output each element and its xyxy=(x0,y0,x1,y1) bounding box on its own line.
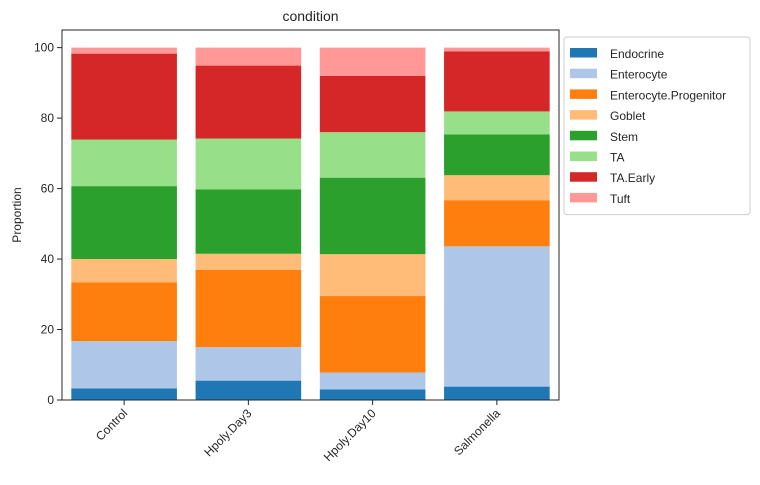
bar-segment-goblet-salmonella xyxy=(444,175,550,201)
bar-segment-enterocyte-progenitor-hpoly-day3 xyxy=(195,269,302,348)
bar-segment-ta-early-hpoly-day10 xyxy=(319,75,426,133)
y-tick-label: 60 xyxy=(41,182,55,196)
x-axis: Control Hpoly.Day3 Hpoly.Day10 Salmonella xyxy=(93,400,503,464)
bar-segment-enterocyte-hpoly-day10 xyxy=(319,372,426,390)
bar-segment-goblet-control xyxy=(71,259,177,283)
bar-segment-enterocyte-salmonella xyxy=(444,246,550,387)
y-axis-title: Proportion xyxy=(10,187,24,242)
y-axis: 0 20 40 60 80 100 xyxy=(34,41,62,407)
y-tick-label: 40 xyxy=(41,252,55,266)
bar-segment-enterocyte-progenitor-hpoly-day10 xyxy=(319,296,426,373)
bar-segment-tuft-control xyxy=(71,47,177,54)
bar-segment-stem-control xyxy=(71,186,177,260)
y-tick-label: 80 xyxy=(41,111,55,125)
legend-swatch xyxy=(570,89,597,99)
bar-segment-ta-hpoly-day3 xyxy=(195,138,302,190)
bar-segment-enterocyte-progenitor-salmonella xyxy=(444,200,550,247)
bar-segment-stem-salmonella xyxy=(444,134,550,176)
legend-swatch xyxy=(570,172,597,182)
legend-label: Endocrine xyxy=(610,47,664,61)
legend-swatch xyxy=(570,151,597,161)
bar-segment-goblet-hpoly-day10 xyxy=(319,254,426,297)
bar-segment-tuft-hpoly-day3 xyxy=(195,47,302,66)
bar-segment-ta-early-salmonella xyxy=(444,51,550,112)
bar-segment-ta-salmonella xyxy=(444,111,550,135)
x-tick-label: Control xyxy=(93,406,130,443)
bar-segment-tuft-hpoly-day10 xyxy=(319,47,426,76)
y-tick-label: 0 xyxy=(47,393,54,407)
bar-segment-ta-control xyxy=(71,139,177,187)
legend-swatch xyxy=(570,130,597,141)
bar-segment-stem-hpoly-day10 xyxy=(319,177,426,255)
bar-segment-ta-early-hpoly-day3 xyxy=(195,65,302,139)
legend-label: Tuft xyxy=(610,192,631,206)
x-tick-label: Salmonella xyxy=(451,406,503,458)
bar-segment-endocrine-hpoly-day10 xyxy=(319,389,426,400)
y-tick-label: 100 xyxy=(34,41,54,55)
bar-segment-stem-hpoly-day3 xyxy=(195,189,302,254)
x-tick-label: Hpoly.Day10 xyxy=(321,406,379,464)
legend-label: TA xyxy=(610,151,624,165)
legend-label: Enterocyte.Progenitor xyxy=(610,88,726,102)
chart-title: condition xyxy=(282,8,338,24)
bar-segment-endocrine-salmonella xyxy=(444,386,550,400)
legend-label: Goblet xyxy=(610,109,646,123)
x-tick-label: Hpoly.Day3 xyxy=(201,406,254,459)
legend-swatch xyxy=(570,68,597,79)
y-tick-label: 20 xyxy=(41,323,55,337)
legend-label: Stem xyxy=(610,130,638,144)
bar-segment-goblet-hpoly-day3 xyxy=(195,253,302,270)
legend-swatch xyxy=(570,192,597,203)
plot-frame xyxy=(61,29,560,401)
legend-label: Enterocyte xyxy=(610,68,668,82)
bars-layer xyxy=(71,47,550,400)
bar-segment-ta-hpoly-day10 xyxy=(319,132,426,178)
bar-segment-enterocyte-hpoly-day3 xyxy=(195,347,302,381)
bar-segment-endocrine-control xyxy=(71,388,177,400)
legend-swatch xyxy=(570,110,597,120)
bar-segment-ta-early-control xyxy=(71,53,177,140)
bar-segment-enterocyte-control xyxy=(71,341,177,389)
bar-segment-enterocyte-progenitor-control xyxy=(71,282,177,342)
bar-segment-tuft-salmonella xyxy=(444,47,550,52)
legend-box xyxy=(563,36,751,216)
legend: Endocrine Enterocyte Enterocyte.Progenitor… xyxy=(563,36,751,216)
legend-label: TA.Early xyxy=(610,171,655,185)
bar-segment-endocrine-hpoly-day3 xyxy=(195,380,302,400)
legend-swatch xyxy=(570,48,597,58)
